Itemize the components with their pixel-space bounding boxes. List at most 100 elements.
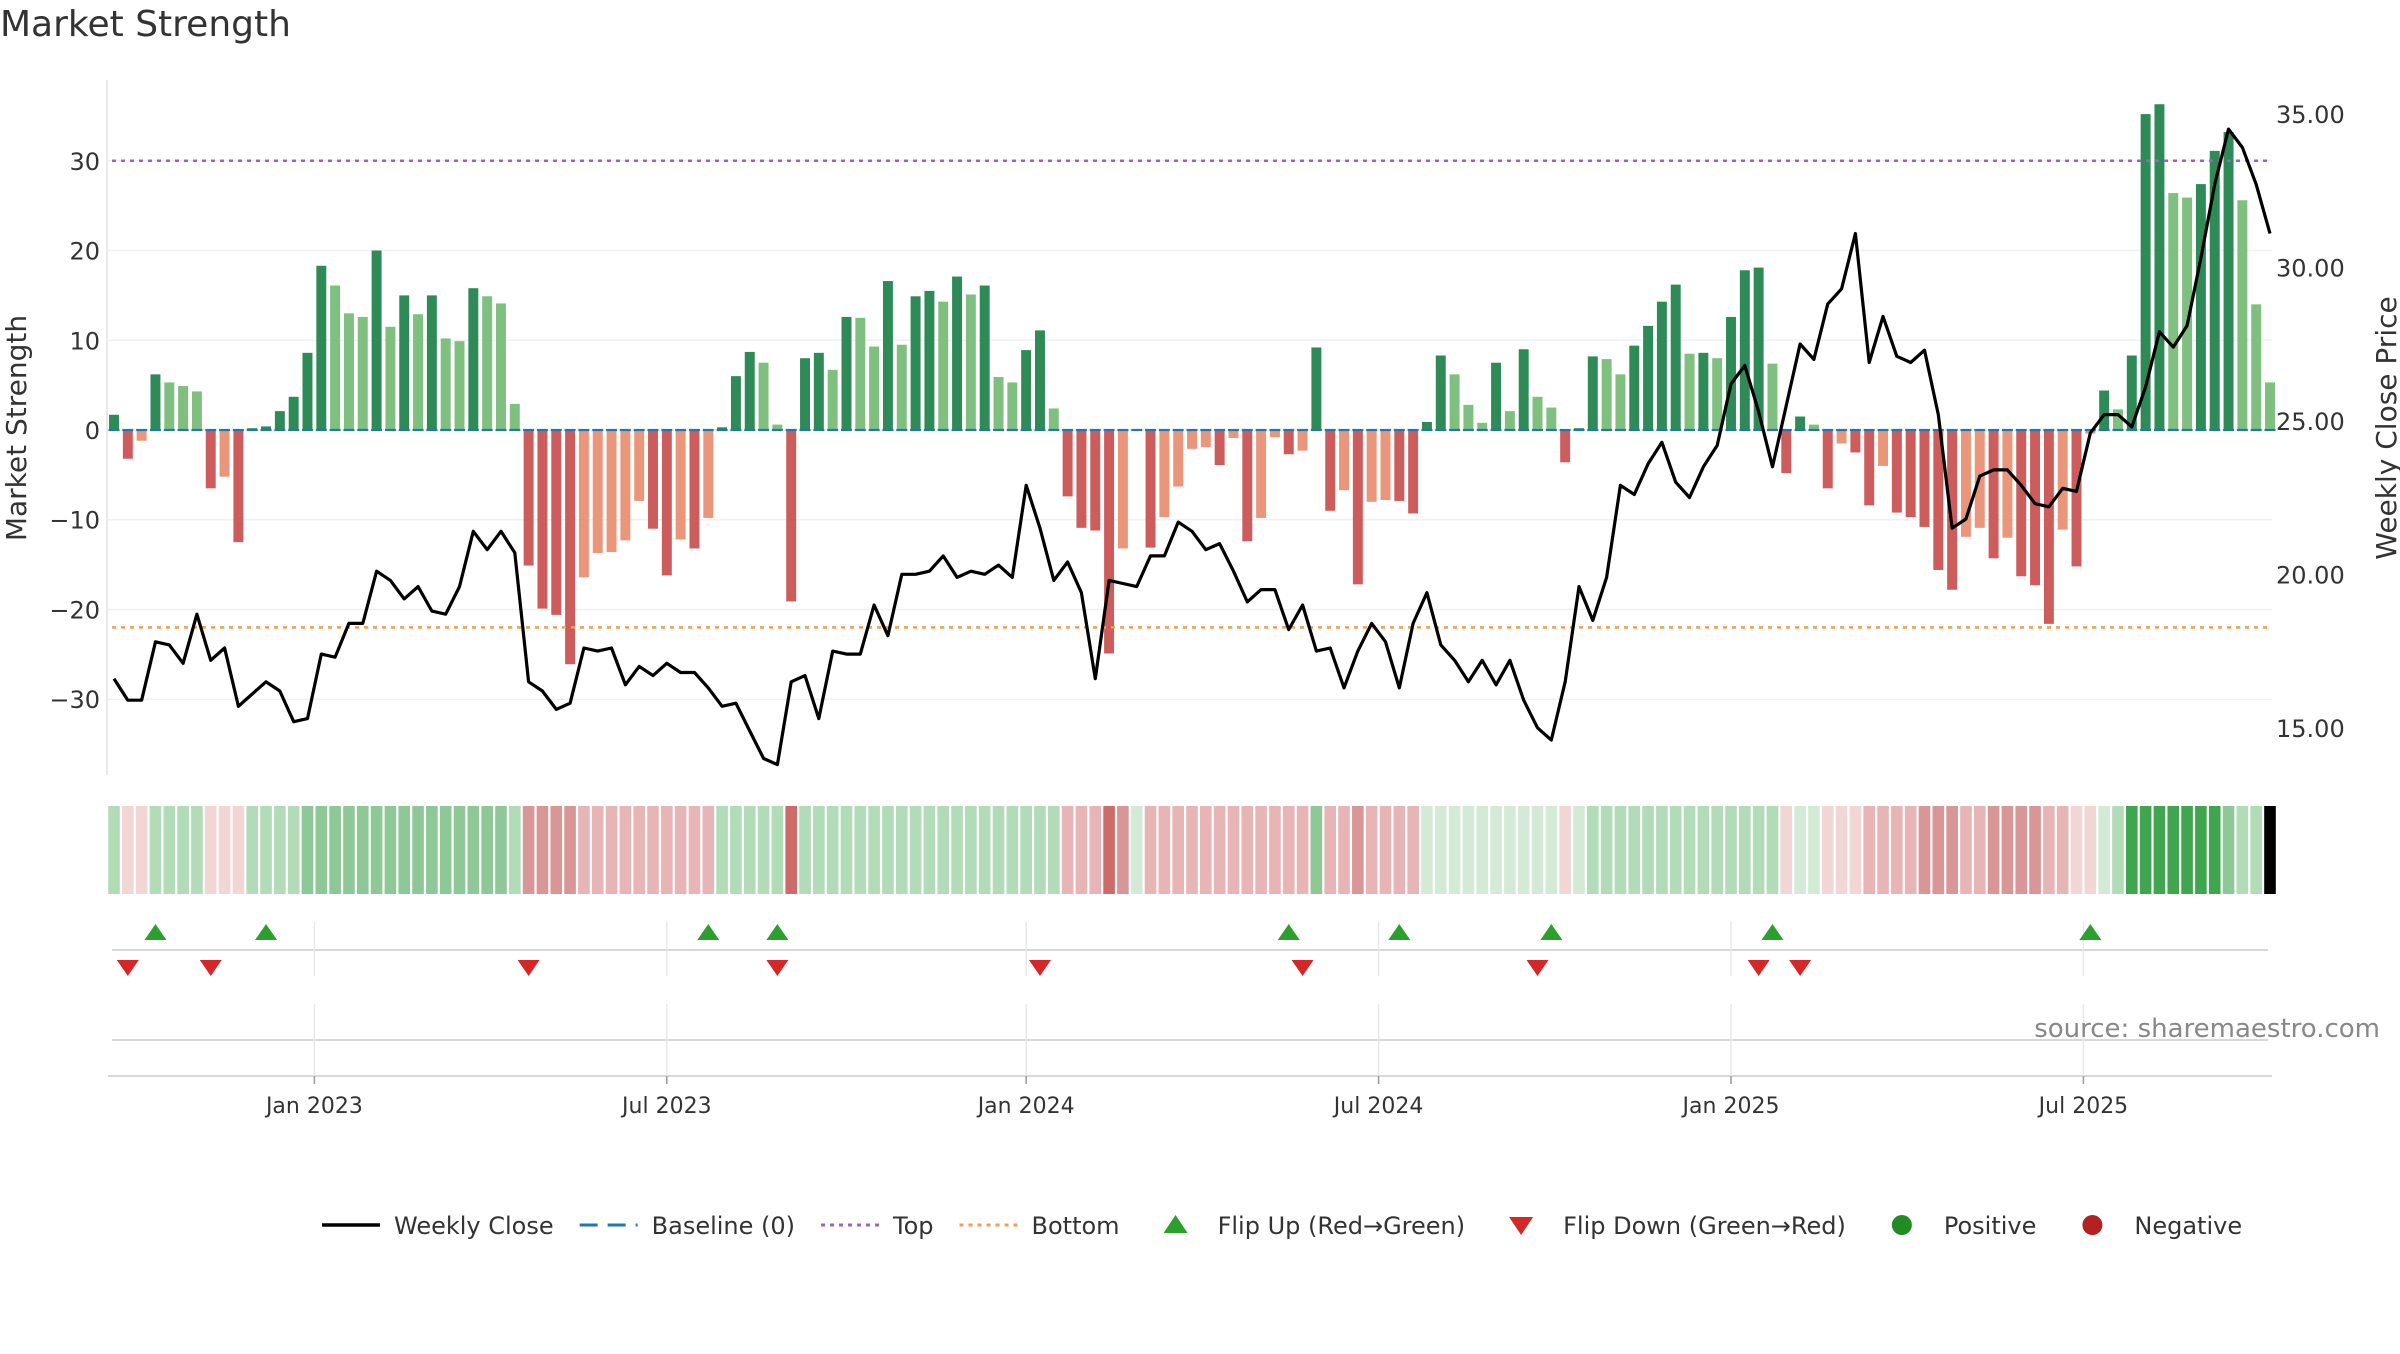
heat-cell <box>1324 806 1337 894</box>
strength-bar <box>1380 430 1391 500</box>
heat-cell <box>1780 806 1793 894</box>
x-tick-label: Jan 2025 <box>1681 1094 1780 1119</box>
heat-cell <box>1960 806 1972 894</box>
legend-swatch-circle <box>2082 1215 2103 1235</box>
heat-cell <box>1227 806 1240 894</box>
strength-bar <box>648 430 658 529</box>
strength-bar <box>109 414 119 430</box>
strength-bar <box>965 294 976 430</box>
heat-cell <box>647 806 659 894</box>
heat-cell <box>1365 806 1378 894</box>
strength-bar <box>2016 430 2027 577</box>
strength-bar <box>2154 104 2165 430</box>
strength-bar <box>1532 396 1543 430</box>
heat-cell <box>246 806 259 894</box>
legend-label: Positive <box>1944 1212 2037 1240</box>
heat-cell <box>1918 806 1931 894</box>
heat-cell <box>564 806 576 894</box>
strength-bar <box>1739 270 1750 430</box>
heat-cell <box>1117 806 1129 894</box>
legend-item-positive: Positive <box>1891 1212 2037 1240</box>
strength-bar <box>495 303 506 430</box>
strength-bar <box>786 430 797 602</box>
heat-cell <box>882 806 894 894</box>
heat-cell <box>1697 806 1710 894</box>
strength-bar <box>1656 301 1667 430</box>
strength-bar <box>2099 390 2110 430</box>
heat-cell <box>716 806 728 894</box>
strength-bar <box>1905 430 1916 518</box>
flip-down-marker <box>517 960 540 976</box>
x-tick-label: Jan 2024 <box>976 1094 1075 1119</box>
strength-bar <box>1145 430 1156 548</box>
strength-bar <box>2071 430 2082 567</box>
heat-cell <box>1642 806 1654 894</box>
heat-cell <box>163 806 176 894</box>
heat-cell <box>1987 806 2000 894</box>
strength-bar <box>1173 430 1184 487</box>
heat-cell <box>2001 806 2014 894</box>
strength-bar <box>2002 430 2013 538</box>
legend-item-top: Top <box>821 1212 934 1240</box>
strength-bar <box>1643 325 1654 430</box>
strength-bar <box>1242 430 1253 542</box>
strength-bar <box>841 316 852 430</box>
heat-cell <box>2236 806 2249 894</box>
heat-cell <box>1448 806 1461 894</box>
heat-cell <box>1891 806 1903 894</box>
heat-cell <box>2222 806 2235 894</box>
heat-cell <box>1877 806 1889 894</box>
heat-cell <box>854 806 867 894</box>
heat-cell <box>1586 806 1599 894</box>
strength-bar <box>440 338 451 430</box>
heat-cell <box>1172 806 1184 894</box>
strength-bar <box>1394 430 1405 501</box>
heat-cell <box>1973 806 1986 894</box>
strength-bar <box>1062 430 1073 497</box>
strength-bar <box>924 290 935 430</box>
strength-bar <box>1698 352 1709 430</box>
strength-bar <box>537 430 548 609</box>
strength-bar <box>634 430 645 501</box>
heat-cell <box>1282 806 1295 894</box>
strength-bar <box>1933 430 1944 570</box>
heat-cell <box>1849 806 1862 894</box>
strength-bar <box>1463 404 1474 430</box>
strength-bar <box>1007 382 1018 430</box>
strength-bar <box>1021 350 1032 430</box>
heat-cell <box>2195 806 2207 894</box>
legend-swatch-triangle-up <box>1163 1215 1188 1233</box>
heat-cell <box>2167 806 2180 894</box>
strength-bar <box>371 250 382 430</box>
strength-bar <box>1601 359 1612 430</box>
heat-cell <box>1407 806 1419 894</box>
heat-cell <box>826 806 839 894</box>
heat-cell <box>2139 806 2152 894</box>
strength-bar <box>979 285 990 430</box>
heat-cell <box>2056 806 2069 894</box>
y-right-tick-label: 30.00 <box>2276 254 2345 282</box>
strength-bar <box>910 296 921 430</box>
heat-cell <box>1946 806 1958 894</box>
heat-cell <box>771 806 784 894</box>
y-right-tick-label: 25.00 <box>2276 408 2345 436</box>
heat-cell <box>370 806 383 894</box>
strength-bar <box>2168 193 2179 430</box>
x-tick-label: Jul 2025 <box>2037 1094 2129 1119</box>
strength-bar <box>1822 430 1833 489</box>
legend-swatch-triangle-down <box>1509 1217 1534 1235</box>
strength-bar <box>1684 353 1695 430</box>
heat-cell <box>467 806 480 894</box>
flip-up-marker <box>255 924 278 940</box>
legend-label: Baseline (0) <box>652 1212 795 1240</box>
heat-cell <box>1821 806 1834 894</box>
strength-bar <box>661 430 672 576</box>
strength-bar <box>703 430 714 518</box>
strength-bar <box>620 430 631 541</box>
strength-bar <box>1947 430 1958 590</box>
heat-cell <box>1808 806 1820 894</box>
strength-bar <box>1891 430 1902 513</box>
heat-cell <box>1794 806 1806 894</box>
strength-bar <box>1200 430 1211 448</box>
strength-bar <box>993 377 1004 430</box>
